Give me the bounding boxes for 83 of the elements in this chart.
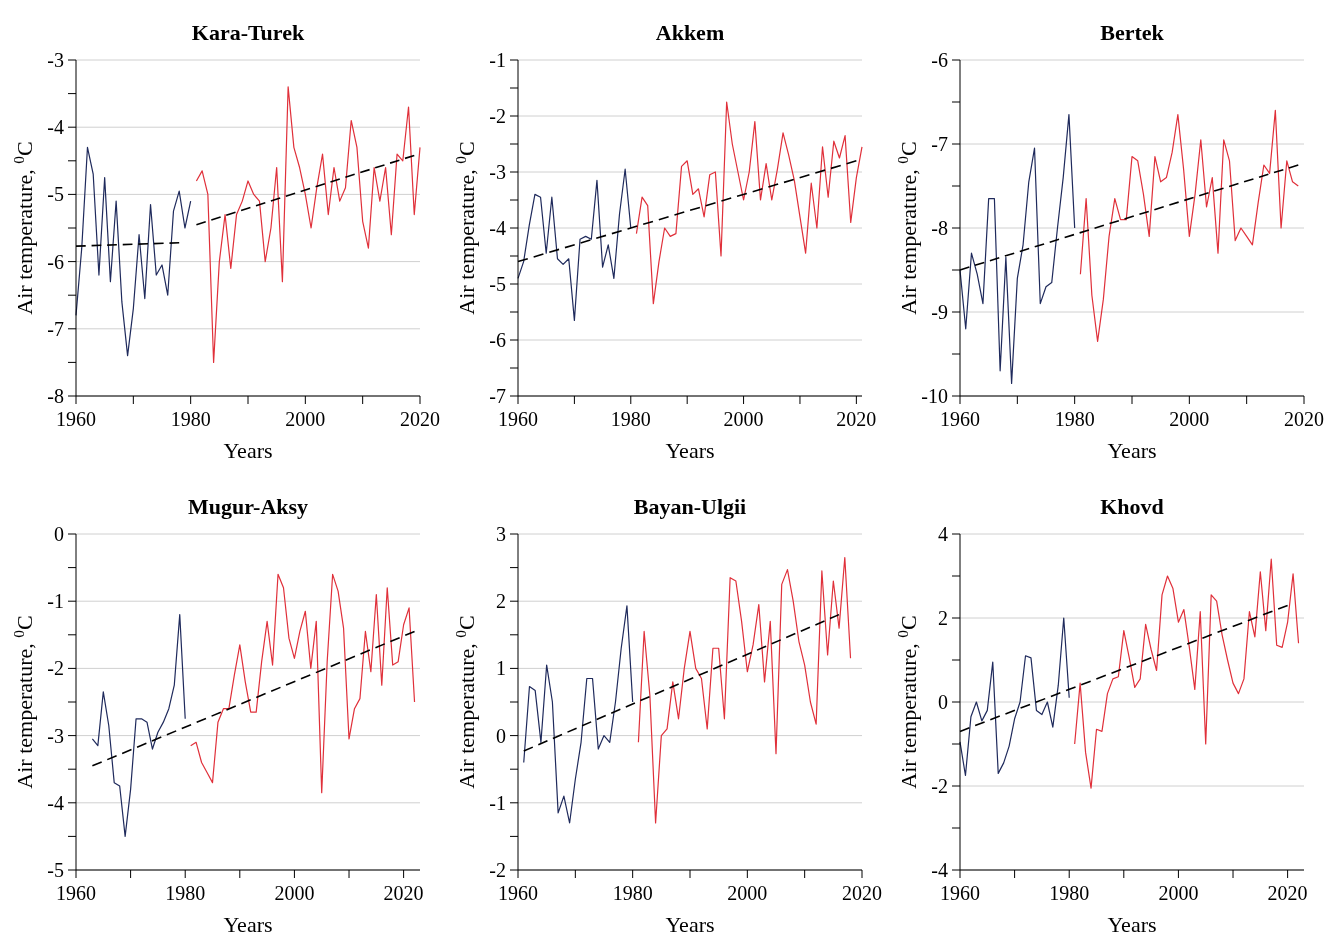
y-tick-label: -3 xyxy=(47,724,64,747)
x-tick-label: 1980 xyxy=(170,408,211,430)
y-tick-label: -10 xyxy=(921,385,948,407)
y-tick-label: -6 xyxy=(931,49,948,71)
chart-title: Mugur-Aksy xyxy=(187,494,309,519)
x-tick-label: 1980 xyxy=(1049,882,1090,904)
x-tick-label: 1960 xyxy=(56,408,96,430)
y-tick-label: -6 xyxy=(489,329,506,351)
x-tick-label: 2000 xyxy=(1169,408,1210,430)
x-axis-title: Years xyxy=(1107,912,1157,937)
line-series xyxy=(523,605,634,824)
line-series xyxy=(195,86,421,363)
x-axis-title: Years xyxy=(665,438,715,463)
x-axis-title: Years xyxy=(223,912,273,937)
x-tick-label: 2000 xyxy=(727,882,768,904)
line-series xyxy=(91,614,186,837)
y-tick-label: -4 xyxy=(47,791,64,814)
x-axis-title: Years xyxy=(1107,438,1157,463)
y-tick-label: 0 xyxy=(938,691,948,713)
line-series xyxy=(1079,109,1299,342)
y-tick-label: -5 xyxy=(489,273,506,295)
y-tick-label: -7 xyxy=(489,385,506,407)
x-tick-label: 2020 xyxy=(842,882,882,904)
y-tick-label: -3 xyxy=(489,161,506,183)
y-tick-label: 4 xyxy=(938,523,948,545)
y-tick-label: -2 xyxy=(489,859,506,881)
x-tick-label: 2000 xyxy=(1158,882,1199,904)
x-tick-label: 2020 xyxy=(1284,408,1324,430)
x-tick-label: 1960 xyxy=(940,882,980,904)
y-tick-label: -8 xyxy=(931,217,948,239)
y-tick-label: 3 xyxy=(496,523,506,545)
y-tick-label: -2 xyxy=(489,105,506,127)
x-tick-label: 1980 xyxy=(1054,408,1095,430)
y-tick-label: -9 xyxy=(931,301,948,323)
y-tick-label: 0 xyxy=(54,523,64,545)
y-tick-label: -2 xyxy=(47,657,64,680)
line-series xyxy=(517,168,632,321)
x-tick-label: 1960 xyxy=(940,408,980,430)
x-tick-label: 2020 xyxy=(383,882,424,904)
chart-title: Bertek xyxy=(1100,20,1165,45)
y-tick-label: -3 xyxy=(47,49,64,71)
y-tick-label: -1 xyxy=(489,49,506,71)
x-tick-label: 1960 xyxy=(498,408,538,430)
line-series xyxy=(1074,558,1300,789)
y-tick-label: -4 xyxy=(489,217,506,239)
y-tick-label: 1 xyxy=(496,657,506,680)
y-tick-label: -8 xyxy=(47,385,64,407)
chart-title: Kara-Turek xyxy=(191,20,305,45)
x-tick-label: 1980 xyxy=(165,882,206,904)
chart-title: Bayan-Ulgii xyxy=(633,494,747,519)
y-tick-label: -5 xyxy=(47,859,64,881)
chart-title: Khovd xyxy=(1100,494,1164,519)
y-tick-label: 2 xyxy=(496,590,506,613)
x-tick-label: 1980 xyxy=(612,882,653,904)
x-tick-label: 1960 xyxy=(498,882,538,904)
chart-title: Akkem xyxy=(655,20,725,45)
line-series xyxy=(637,556,852,824)
y-tick-label: -1 xyxy=(489,791,506,814)
x-tick-label: 2020 xyxy=(836,408,877,430)
x-tick-label: 2020 xyxy=(400,408,440,430)
y-tick-label: -6 xyxy=(47,250,64,273)
line-series xyxy=(190,573,416,794)
x-tick-label: 2000 xyxy=(274,882,315,904)
x-tick-label: 2000 xyxy=(285,408,326,430)
y-tick-label: -1 xyxy=(47,590,64,613)
x-axis-title: Years xyxy=(223,438,273,463)
line-series xyxy=(635,101,863,305)
y-tick-label: 2 xyxy=(938,607,948,629)
y-tick-label: -5 xyxy=(47,183,64,206)
y-tick-label: 0 xyxy=(496,724,506,747)
y-tick-label: -4 xyxy=(47,116,64,139)
x-tick-label: 2000 xyxy=(723,408,764,430)
y-tick-label: -7 xyxy=(47,317,64,340)
y-tick-label: -7 xyxy=(931,133,948,155)
x-axis-title: Years xyxy=(665,912,715,937)
line-series xyxy=(959,114,1076,384)
line-series xyxy=(959,617,1070,777)
x-tick-label: 1980 xyxy=(610,408,651,430)
line-series xyxy=(75,146,192,357)
x-tick-label: 2020 xyxy=(1267,882,1308,904)
y-tick-label: -4 xyxy=(931,859,948,881)
x-tick-label: 1960 xyxy=(56,882,96,904)
y-tick-label: -2 xyxy=(931,775,948,797)
